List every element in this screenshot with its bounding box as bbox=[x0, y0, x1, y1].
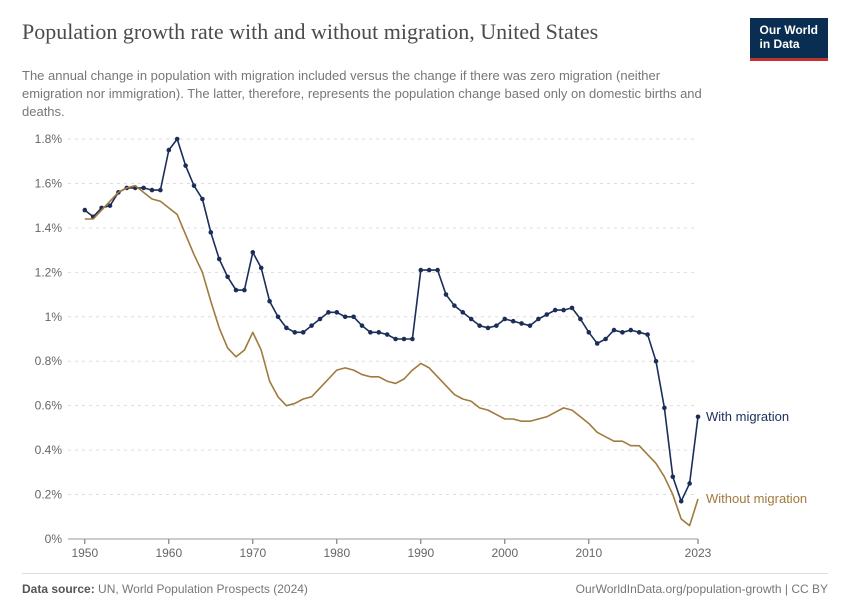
series-label: Without migration bbox=[706, 491, 807, 506]
header-text: Population growth rate with and without … bbox=[22, 18, 598, 46]
series-without-migration bbox=[85, 186, 698, 526]
svg-text:1.8%: 1.8% bbox=[35, 132, 63, 146]
svg-text:1.2%: 1.2% bbox=[35, 265, 63, 279]
chart-container: Population growth rate with and without … bbox=[0, 0, 850, 600]
svg-text:2010: 2010 bbox=[575, 546, 602, 560]
svg-text:1.4%: 1.4% bbox=[35, 221, 63, 235]
svg-text:1970: 1970 bbox=[239, 546, 266, 560]
svg-text:1950: 1950 bbox=[71, 546, 98, 560]
svg-text:1%: 1% bbox=[45, 310, 63, 324]
line-chart: 0% 0.2% 0.4% 0.6% 0.8% 1% 1.2% 1.4% 1.6% 1.8% 1950… bbox=[22, 129, 828, 569]
svg-text:1960: 1960 bbox=[155, 546, 182, 560]
series-label: With migration bbox=[706, 409, 789, 424]
svg-text:0.2%: 0.2% bbox=[35, 488, 63, 502]
data-source: Data source: UN, World Population Prospe… bbox=[22, 582, 308, 596]
svg-text:1.6%: 1.6% bbox=[35, 177, 63, 191]
footer: Data source: UN, World Population Prospe… bbox=[22, 573, 828, 596]
svg-text:0.4%: 0.4% bbox=[35, 443, 63, 457]
svg-text:2000: 2000 bbox=[491, 546, 518, 560]
svg-text:1990: 1990 bbox=[407, 546, 434, 560]
svg-text:1980: 1980 bbox=[323, 546, 350, 560]
chart-title: Population growth rate with and without … bbox=[22, 18, 598, 46]
header: Population growth rate with and without … bbox=[22, 18, 828, 61]
series-with-migration bbox=[85, 139, 698, 501]
owid-logo: Our World in Data bbox=[750, 18, 828, 61]
svg-text:0%: 0% bbox=[45, 532, 63, 546]
svg-text:2023: 2023 bbox=[685, 546, 712, 560]
attribution: OurWorldInData.org/population-growth | C… bbox=[576, 582, 828, 596]
chart-area: 0% 0.2% 0.4% 0.6% 0.8% 1% 1.2% 1.4% 1.6% 1.8% 1950… bbox=[22, 129, 828, 569]
svg-text:0.8%: 0.8% bbox=[35, 354, 63, 368]
svg-text:0.6%: 0.6% bbox=[35, 399, 63, 413]
chart-subtitle: The annual change in population with mig… bbox=[22, 67, 722, 122]
